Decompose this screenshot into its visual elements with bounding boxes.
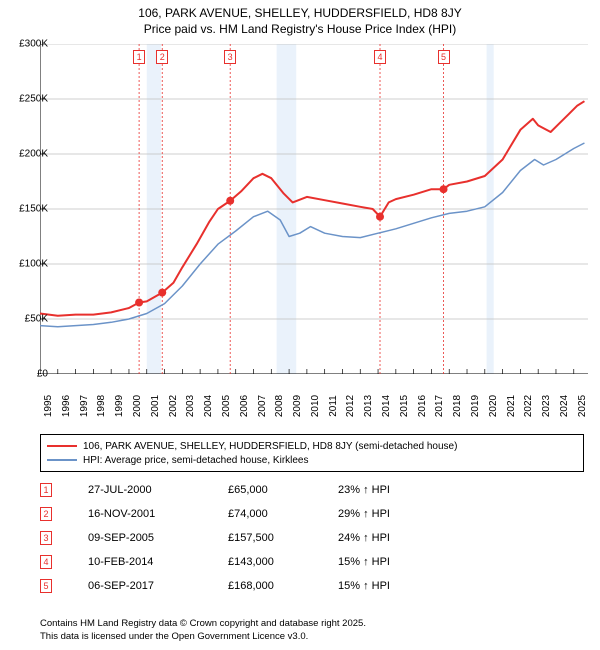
sale-price: £65,000 (228, 484, 338, 496)
sale-date: 09-SEP-2005 (88, 532, 228, 544)
sale-diff: 15% ↑ HPI (338, 556, 458, 568)
sale-diff: 23% ↑ HPI (338, 484, 458, 496)
sale-date: 10-FEB-2014 (88, 556, 228, 568)
y-tick-label: £0 (37, 369, 48, 380)
title-block: 106, PARK AVENUE, SHELLEY, HUDDERSFIELD,… (0, 0, 600, 36)
sale-row: 2 16-NOV-2001£74,00029% ↑ HPI (40, 502, 584, 526)
legend-row: 106, PARK AVENUE, SHELLEY, HUDDERSFIELD,… (47, 439, 577, 453)
sale-price: £168,000 (228, 580, 338, 592)
x-tick-label: 2000 (132, 395, 143, 417)
x-tick-label: 2004 (203, 395, 214, 417)
footer-attribution: Contains HM Land Registry data © Crown c… (40, 618, 366, 644)
sale-index-box: 5 (40, 579, 52, 593)
sale-marker-box: 3 (224, 50, 236, 64)
x-tick-label: 2021 (506, 395, 517, 417)
sales-table: 1 27-JUL-2000£65,00023% ↑ HPI 2 16-NOV-2001… (40, 478, 584, 598)
x-tick-label: 2014 (381, 395, 392, 417)
x-tick-label: 2002 (168, 395, 179, 417)
x-tick-label: 2019 (470, 395, 481, 417)
x-tick-label: 1996 (61, 395, 72, 417)
x-tick-label: 2024 (559, 395, 570, 417)
sale-price: £143,000 (228, 556, 338, 568)
x-tick-label: 2009 (292, 395, 303, 417)
sale-index-box: 4 (40, 555, 52, 569)
y-tick-label: £300K (19, 39, 48, 50)
x-tick-label: 2025 (577, 395, 588, 417)
chart-svg (40, 44, 588, 374)
x-tick-label: 2023 (541, 395, 552, 417)
footer-line1: Contains HM Land Registry data © Crown c… (40, 618, 366, 631)
x-tick-label: 2005 (221, 395, 232, 417)
sale-price: £74,000 (228, 508, 338, 520)
sale-index-box: 2 (40, 507, 52, 521)
legend: 106, PARK AVENUE, SHELLEY, HUDDERSFIELD,… (40, 434, 584, 472)
x-tick-label: 2001 (150, 395, 161, 417)
x-tick-label: 2015 (399, 395, 410, 417)
legend-label: HPI: Average price, semi-detached house,… (83, 455, 309, 466)
sale-index-box: 1 (40, 483, 52, 497)
sale-date: 27-JUL-2000 (88, 484, 228, 496)
sale-date: 16-NOV-2001 (88, 508, 228, 520)
sale-marker-box: 2 (156, 50, 168, 64)
x-tick-label: 2020 (488, 395, 499, 417)
x-tick-label: 2013 (363, 395, 374, 417)
legend-label: 106, PARK AVENUE, SHELLEY, HUDDERSFIELD,… (83, 441, 457, 452)
sale-row: 1 27-JUL-2000£65,00023% ↑ HPI (40, 478, 584, 502)
sale-marker-box: 1 (133, 50, 145, 64)
x-tick-label: 2018 (452, 395, 463, 417)
x-tick-label: 2022 (523, 395, 534, 417)
sale-row: 4 10-FEB-2014£143,00015% ↑ HPI (40, 550, 584, 574)
x-tick-label: 2006 (239, 395, 250, 417)
footer-line2: This data is licensed under the Open Gov… (40, 631, 366, 644)
x-tick-label: 2008 (274, 395, 285, 417)
chart-title-line1: 106, PARK AVENUE, SHELLEY, HUDDERSFIELD,… (0, 6, 600, 20)
x-tick-label: 2012 (345, 395, 356, 417)
x-tick-label: 1995 (43, 395, 54, 417)
x-tick-label: 2003 (185, 395, 196, 417)
sale-date: 06-SEP-2017 (88, 580, 228, 592)
sale-diff: 29% ↑ HPI (338, 508, 458, 520)
y-tick-label: £250K (19, 94, 48, 105)
y-tick-label: £100K (19, 259, 48, 270)
sale-diff: 15% ↑ HPI (338, 580, 458, 592)
y-tick-label: £50K (25, 314, 48, 325)
sale-marker-box: 4 (374, 50, 386, 64)
x-tick-label: 1997 (79, 395, 90, 417)
x-tick-label: 2007 (257, 395, 268, 417)
x-tick-label: 1999 (114, 395, 125, 417)
figure-container: 106, PARK AVENUE, SHELLEY, HUDDERSFIELD,… (0, 0, 600, 650)
y-tick-label: £200K (19, 149, 48, 160)
sale-diff: 24% ↑ HPI (338, 532, 458, 544)
chart-title-line2: Price paid vs. HM Land Registry's House … (0, 22, 600, 36)
chart-area (40, 44, 588, 374)
x-tick-label: 2011 (328, 395, 339, 417)
legend-swatch (47, 459, 77, 461)
legend-swatch (47, 445, 77, 447)
sale-row: 5 06-SEP-2017£168,00015% ↑ HPI (40, 574, 584, 598)
x-tick-label: 2010 (310, 395, 321, 417)
sale-price: £157,500 (228, 532, 338, 544)
x-tick-label: 1998 (96, 395, 107, 417)
sale-marker-box: 5 (438, 50, 450, 64)
y-tick-label: £150K (19, 204, 48, 215)
x-tick-label: 2017 (434, 395, 445, 417)
x-tick-label: 2016 (417, 395, 428, 417)
sale-index-box: 3 (40, 531, 52, 545)
legend-row: HPI: Average price, semi-detached house,… (47, 453, 577, 467)
sale-row: 3 09-SEP-2005£157,50024% ↑ HPI (40, 526, 584, 550)
